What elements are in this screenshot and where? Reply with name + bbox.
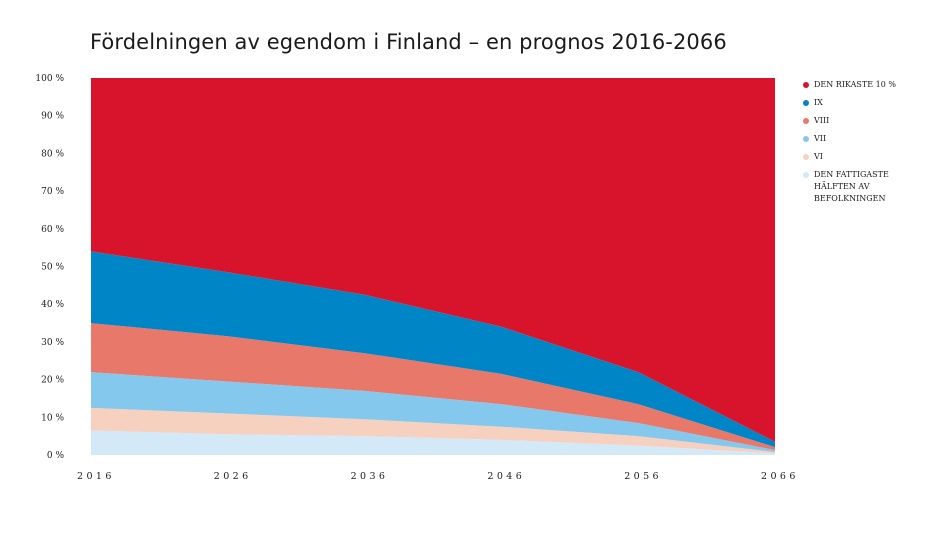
legend-item: IX [803,97,938,109]
x-tick-label: 2016 [77,471,115,482]
x-tick-label: 2026 [214,471,252,482]
legend-item: DEN RIKASTE 10 % [803,79,938,91]
y-tick-label: 0 % [47,451,65,461]
y-tick-label: 30 % [41,338,64,348]
x-tick-label: 2036 [351,471,389,482]
legend-label: DEN FATTIGASTE HÄLFTEN AV BEFOLKNINGEN [814,170,889,203]
y-tick-label: 90 % [41,112,64,122]
y-tick-label: 40 % [41,300,64,310]
area-series-4 [91,251,775,448]
area-layers [91,78,775,455]
y-tick-label: 70 % [41,187,64,197]
x-axis-tick-labels: 2016 2026 2036 2046 2056 2066 [77,471,799,482]
legend-swatch-dot [803,154,809,160]
y-tick-label: 80 % [41,149,64,159]
area-series-5 [91,78,775,442]
legend-label: IX [814,98,823,107]
y-tick-label: 50 % [41,263,64,273]
legend-swatch-dot [803,172,809,178]
x-tick-label: 2046 [487,471,525,482]
legend-swatch-dot [803,118,809,124]
chart-title: Fördelningen av egendom i Finland – en p… [90,30,727,54]
legend-label: VIII [814,116,830,125]
y-tick-label: 20 % [41,376,64,386]
legend-swatch-dot [803,100,809,106]
legend-item: VIII [803,115,938,127]
area-series-0 [91,430,775,455]
y-tick-label: 60 % [41,225,64,235]
legend-label: VI [814,152,823,161]
legend-label: VII [814,134,827,143]
y-axis-tick-labels: 0 % 10 % 20 % 30 % 40 % 50 % 60 % 70 % 80 % 90 % 1… [35,74,64,461]
area-series-3 [91,323,775,451]
legend-item: VII [803,133,938,145]
legend-swatch-dot [803,82,809,88]
legend: DEN RIKASTE 10 % IX VIII VII VI DEN FATTIGAST… [803,79,938,211]
legend-label: DEN RIKASTE 10 % [814,80,896,89]
area-series-1 [91,407,775,454]
legend-item: VI [803,151,938,163]
y-tick-label: 100 % [35,74,64,84]
y-tick-label: 10 % [41,413,64,423]
x-tick-label: 2056 [624,471,662,482]
legend-swatch-dot [803,136,809,142]
area-series-2 [91,372,775,452]
legend-item: DEN FATTIGASTE HÄLFTEN AV BEFOLKNINGEN [803,169,938,205]
x-tick-label: 2066 [761,471,799,482]
